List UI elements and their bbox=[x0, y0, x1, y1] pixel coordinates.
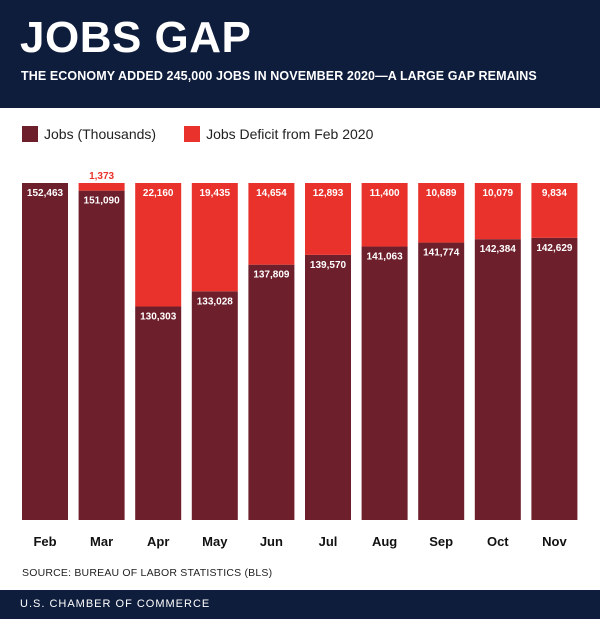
bar-jobs-jun bbox=[248, 264, 295, 520]
bar-jobs-feb bbox=[22, 183, 68, 520]
data-label-deficit-jul: 12,893 bbox=[313, 188, 344, 199]
chart-title: JOBS GAP bbox=[20, 13, 252, 62]
data-label-deficit-apr: 22,160 bbox=[143, 188, 174, 199]
legend-swatch-deficit bbox=[184, 126, 201, 142]
bar-jobs-apr bbox=[135, 306, 182, 520]
header-banner: JOBS GAP THE ECONOMY ADDED 245,000 JOBS … bbox=[0, 0, 600, 108]
legend: Jobs (Thousands) Jobs Deficit from Feb 2… bbox=[22, 124, 401, 144]
x-tick-label-jul: Jul bbox=[319, 534, 338, 549]
x-tick-label-aug: Aug bbox=[372, 534, 397, 549]
x-tick-label-jun: Jun bbox=[260, 534, 283, 549]
legend-item-jobs: Jobs (Thousands) bbox=[22, 126, 156, 142]
data-label-jobs-sep: 141,774 bbox=[423, 248, 460, 259]
data-label-deficit-oct: 10,079 bbox=[483, 188, 514, 199]
data-label-deficit-may: 19,435 bbox=[200, 188, 231, 199]
data-label-jobs-oct: 142,384 bbox=[480, 244, 517, 255]
data-label-jobs-jun: 137,809 bbox=[253, 270, 290, 281]
footer-banner: U.S. CHAMBER OF COMMERCE bbox=[0, 590, 600, 619]
data-label-jobs-mar: 151,090 bbox=[84, 196, 121, 207]
bar-deficit-nov bbox=[531, 183, 578, 238]
legend-item-deficit: Jobs Deficit from Feb 2020 bbox=[184, 126, 373, 142]
data-label-deficit-jun: 14,654 bbox=[256, 188, 287, 199]
bar-deficit-mar bbox=[78, 183, 125, 191]
bar-deficit-aug bbox=[361, 183, 408, 247]
legend-label-jobs: Jobs (Thousands) bbox=[44, 126, 157, 142]
bar-deficit-oct bbox=[474, 183, 521, 240]
bar-jobs-may bbox=[191, 291, 238, 520]
data-label-jobs-feb: 152,463 bbox=[27, 188, 64, 199]
x-tick-label-nov: Nov bbox=[542, 534, 567, 549]
legend-label-deficit: Jobs Deficit from Feb 2020 bbox=[206, 126, 374, 142]
data-label-deficit-aug: 11,400 bbox=[370, 188, 400, 199]
data-label-deficit-nov: 9,834 bbox=[542, 188, 567, 199]
bar-deficit-apr bbox=[135, 183, 182, 307]
bar-jobs-mar bbox=[78, 190, 125, 520]
data-label-jobs-apr: 130,303 bbox=[140, 312, 177, 323]
bar-deficit-may bbox=[191, 183, 238, 292]
footer-organization: U.S. CHAMBER OF COMMERCE bbox=[20, 598, 211, 610]
bar-deficit-sep bbox=[418, 183, 465, 243]
x-tick-label-sep: Sep bbox=[429, 534, 453, 549]
data-label-jobs-aug: 141,063 bbox=[367, 252, 404, 263]
bar-jobs-jul bbox=[305, 254, 351, 520]
legend-swatch-jobs bbox=[22, 126, 38, 142]
data-label-jobs-may: 133,028 bbox=[197, 296, 234, 307]
bar-jobs-nov bbox=[531, 237, 578, 520]
x-tick-label-mar: Mar bbox=[90, 534, 113, 549]
x-tick-label-feb: Feb bbox=[33, 534, 56, 549]
bar-deficit-jul bbox=[305, 183, 351, 255]
bar-jobs-sep bbox=[418, 242, 465, 520]
data-label-jobs-nov: 142,629 bbox=[536, 243, 573, 254]
x-tick-label-apr: Apr bbox=[147, 534, 169, 549]
x-tick-label-oct: Oct bbox=[487, 534, 509, 549]
x-tick-label-may: May bbox=[202, 534, 228, 549]
data-label-deficit-sep: 10,689 bbox=[426, 188, 457, 199]
bar-jobs-aug bbox=[361, 246, 408, 521]
data-label-deficit-mar: 1,373 bbox=[89, 171, 114, 182]
bar-jobs-oct bbox=[474, 239, 521, 520]
data-label-jobs-jul: 139,570 bbox=[310, 260, 347, 271]
bar-deficit-jun bbox=[248, 183, 295, 265]
stacked-bar-chart: 152,463 Feb 1,373 151,090 Mar 22,160 130,303 Ap… bbox=[22, 171, 578, 549]
source-note: SOURCE: BUREAU OF LABOR STATISTICS (BLS) bbox=[22, 567, 273, 579]
chart-subtitle: THE ECONOMY ADDED 245,000 JOBS IN NOVEMB… bbox=[21, 69, 537, 83]
